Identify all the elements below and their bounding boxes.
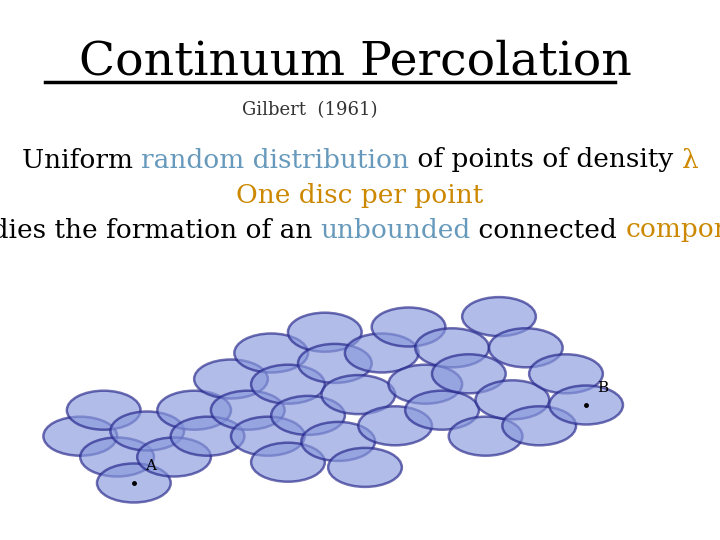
Ellipse shape [271, 396, 345, 435]
Text: Studies the formation of an: Studies the formation of an [0, 218, 320, 242]
Text: component: component [626, 218, 720, 242]
Ellipse shape [80, 437, 154, 476]
Text: B: B [597, 381, 608, 395]
Ellipse shape [43, 417, 117, 456]
Ellipse shape [171, 417, 244, 456]
Ellipse shape [389, 364, 462, 404]
Text: λ: λ [682, 147, 698, 172]
Ellipse shape [67, 391, 140, 430]
Ellipse shape [251, 443, 325, 482]
Ellipse shape [231, 417, 305, 456]
Text: Uniform: Uniform [22, 147, 141, 172]
Ellipse shape [415, 328, 489, 367]
Text: random distribution: random distribution [141, 147, 409, 172]
Ellipse shape [157, 391, 231, 430]
Ellipse shape [529, 354, 603, 393]
Ellipse shape [449, 417, 523, 456]
Ellipse shape [97, 463, 171, 503]
Ellipse shape [110, 411, 184, 450]
Ellipse shape [251, 364, 325, 404]
Text: of points of density: of points of density [409, 147, 682, 172]
Text: Continuum Percolation: Continuum Percolation [78, 39, 631, 85]
Ellipse shape [432, 354, 505, 393]
Text: unbounded: unbounded [320, 218, 470, 242]
Ellipse shape [234, 334, 308, 373]
Text: A: A [145, 459, 156, 473]
Ellipse shape [489, 328, 562, 367]
Ellipse shape [359, 406, 432, 445]
Text: Gilbert  (1961): Gilbert (1961) [242, 101, 378, 119]
Ellipse shape [475, 380, 549, 419]
Text: connected: connected [470, 218, 626, 242]
Ellipse shape [288, 313, 361, 352]
Ellipse shape [549, 386, 623, 424]
Ellipse shape [372, 307, 446, 347]
Text: One disc per point: One disc per point [236, 183, 484, 207]
Ellipse shape [138, 437, 211, 476]
Ellipse shape [298, 344, 372, 383]
Ellipse shape [345, 334, 418, 373]
Ellipse shape [328, 448, 402, 487]
Ellipse shape [211, 391, 284, 430]
Ellipse shape [302, 422, 375, 461]
Ellipse shape [321, 375, 395, 414]
Ellipse shape [503, 406, 576, 445]
Ellipse shape [462, 297, 536, 336]
Ellipse shape [194, 360, 268, 399]
Ellipse shape [405, 391, 479, 430]
